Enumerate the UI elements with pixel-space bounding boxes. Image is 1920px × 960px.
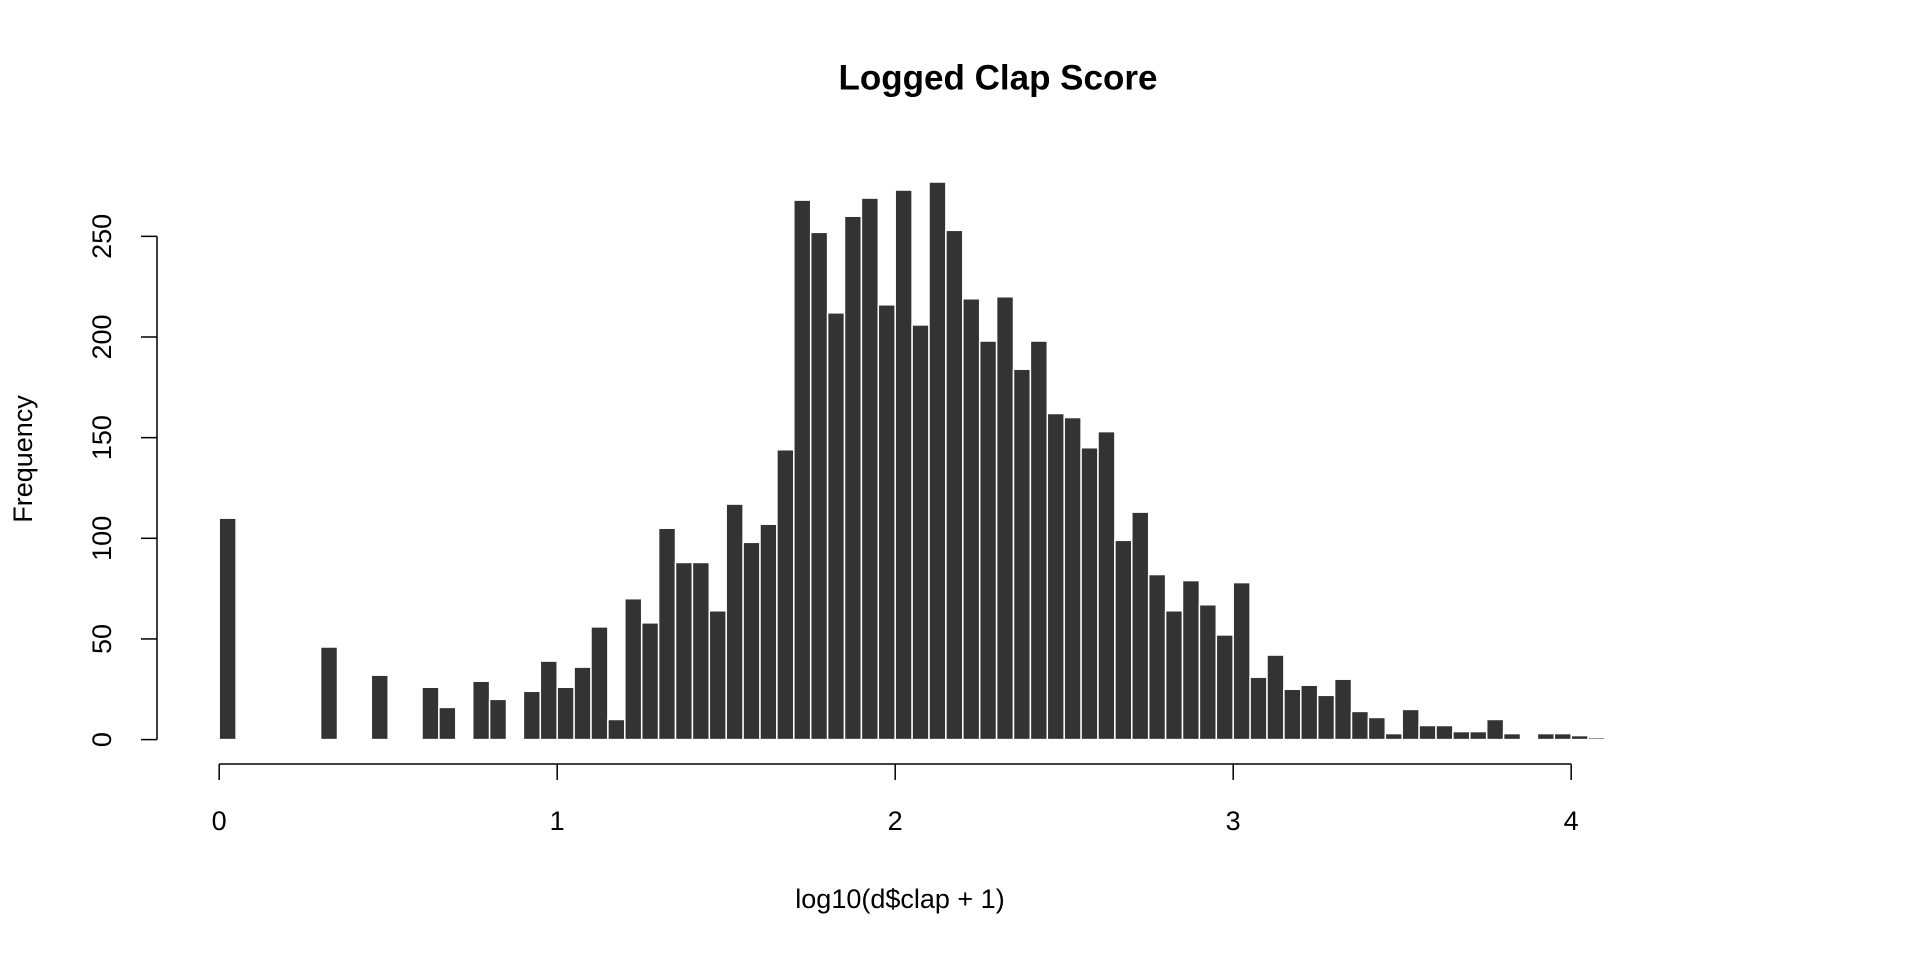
bar (1469, 730, 1488, 741)
bar (742, 541, 761, 741)
bar (1063, 416, 1082, 741)
bar (1164, 610, 1184, 741)
bar (1536, 732, 1556, 741)
bar (1418, 724, 1437, 741)
bar (911, 324, 930, 741)
bar (218, 517, 237, 741)
x-tick-label: 2 (888, 806, 903, 836)
chart-title: Logged Clap Score (839, 58, 1158, 97)
bar (776, 448, 795, 741)
bar (759, 523, 778, 741)
x-tick-label: 0 (212, 806, 227, 836)
bar (1401, 708, 1420, 741)
bar (539, 660, 558, 741)
bar (1131, 511, 1150, 741)
bar (1485, 718, 1505, 741)
bar (860, 197, 880, 741)
bar (995, 295, 1015, 741)
bar (1232, 581, 1251, 741)
bar (725, 503, 744, 741)
bar (1384, 732, 1403, 741)
bar (438, 706, 457, 741)
bar (1367, 716, 1387, 741)
bar (1029, 340, 1049, 741)
bar (1080, 446, 1099, 741)
bar (556, 686, 575, 741)
bar (1114, 539, 1133, 741)
y-axis-label: Frequency (8, 395, 38, 523)
bar (1147, 573, 1167, 741)
x-tick-label: 3 (1226, 806, 1241, 836)
bar (573, 666, 592, 741)
bar (657, 527, 677, 741)
bar (488, 698, 508, 741)
bar (877, 304, 896, 741)
bar (522, 690, 542, 741)
bar (1215, 634, 1234, 741)
bar (624, 597, 643, 741)
y-tick-label: 50 (87, 624, 117, 654)
bar (1587, 736, 1606, 741)
bar (894, 189, 913, 741)
bar (691, 561, 711, 741)
bar (1266, 654, 1285, 741)
bar (674, 561, 694, 741)
bar (928, 181, 947, 741)
bar (1097, 430, 1116, 741)
x-tick-label: 1 (550, 806, 565, 836)
bar (962, 298, 981, 741)
bar (1316, 694, 1336, 741)
bar (809, 231, 829, 741)
bar (945, 229, 964, 741)
bar (978, 340, 998, 741)
bar (1435, 724, 1454, 741)
bar (1181, 579, 1201, 741)
bar (471, 680, 491, 741)
y-tick-label: 0 (87, 732, 117, 747)
bar (1300, 684, 1319, 741)
y-tick-label: 250 (87, 214, 117, 259)
bar (1012, 368, 1032, 741)
bar (421, 686, 440, 741)
y-tick-label: 150 (87, 415, 117, 460)
bar (708, 610, 727, 741)
bar (640, 622, 660, 741)
bar (826, 312, 846, 741)
bar (590, 626, 609, 741)
bar (370, 674, 389, 741)
bar (319, 646, 339, 741)
bar (1452, 730, 1471, 741)
x-tick-label: 4 (1564, 806, 1579, 836)
bar (1502, 732, 1522, 741)
bar (1570, 734, 1589, 741)
bar (607, 718, 626, 741)
bar (843, 215, 863, 741)
bar (1249, 676, 1268, 741)
bar (1350, 710, 1370, 741)
bar (1198, 603, 1218, 741)
y-tick-label: 100 (87, 516, 117, 561)
bar (1553, 732, 1572, 741)
bar (1333, 678, 1353, 741)
bar (1283, 688, 1302, 741)
x-axis-label: log10(d$clap + 1) (795, 884, 1004, 914)
bar (793, 199, 812, 741)
y-tick-label: 200 (87, 314, 117, 359)
bar (1046, 412, 1065, 741)
